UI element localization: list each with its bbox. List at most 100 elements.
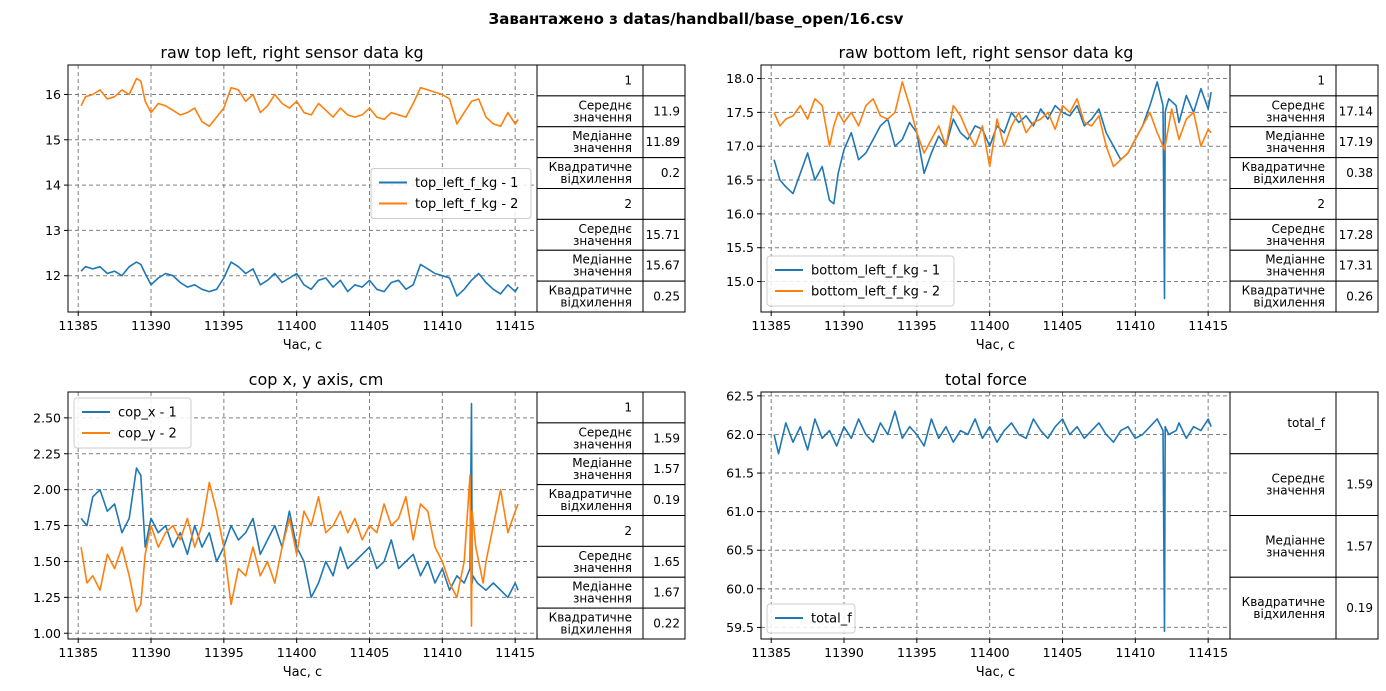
table-row-label: 1: [624, 73, 632, 87]
table-row-label: Медіанне значення: [572, 456, 632, 482]
table-cell: [1335, 218, 1379, 251]
series-line-1: [80, 402, 519, 599]
y-tick-label: 17.0: [726, 139, 754, 154]
legend: top_left_f_kg - 1 top_left_f_kg - 2: [370, 168, 532, 219]
table-cell: [1335, 391, 1379, 455]
table-row-label: Середнє значення: [1266, 472, 1325, 498]
y-tick-label: 1.00: [33, 626, 61, 641]
x-tick-label: 11390: [824, 318, 864, 333]
y-tick-label: 14: [45, 178, 61, 193]
series-line-1: [773, 81, 1212, 300]
series-line-1: [773, 410, 1212, 633]
table-cell: [536, 126, 644, 159]
chart-title: cop x, y axis, cm: [249, 370, 384, 389]
table-row-label: total_f: [1287, 416, 1325, 430]
table-cell: [536, 218, 644, 251]
table-row-value: 0.19: [1346, 601, 1373, 615]
y-tick-label: 60.5: [726, 543, 754, 558]
table-cell: [536, 453, 644, 486]
table-row-label: 2: [1317, 197, 1325, 211]
table-cell: [1229, 188, 1337, 220]
x-tick-label: 11385: [58, 318, 98, 333]
y-tick-label: 15: [45, 132, 61, 147]
series-line-2: [773, 81, 1212, 168]
table-row-value: 17.14: [1339, 104, 1373, 118]
y-tick-label: 61.0: [726, 504, 754, 519]
table-cell: [642, 188, 686, 220]
legend: bottom_left_f_kg - 1 bottom_left_f_kg - 2: [766, 255, 955, 307]
table-row-label: 1: [1317, 73, 1325, 87]
table-cell: [536, 95, 644, 128]
table-cell: [536, 515, 644, 547]
x-tick-label: 11400: [970, 645, 1010, 660]
series-line-2: [80, 474, 519, 627]
table-cell: [1229, 576, 1337, 640]
table-row-label: 2: [624, 197, 632, 211]
table-row-label: Квадратичне відхилення: [549, 611, 632, 637]
x-axis-label: Час, с: [976, 338, 1015, 353]
table-cell: [1335, 188, 1379, 220]
table-cell: [1229, 64, 1337, 97]
table-cell: [642, 484, 686, 516]
table-row-label: Квадратичне відхилення: [549, 487, 632, 513]
chart-title: raw bottom left, right sensor data kg: [839, 43, 1134, 62]
table-cell: [1229, 391, 1337, 455]
table-row-label: Медіанне значення: [1265, 533, 1325, 559]
table-row-label: Квадратичне відхилення: [1242, 160, 1325, 186]
x-tick-label: 11385: [751, 645, 791, 660]
y-tick-label: 62.5: [726, 388, 754, 403]
table-cell: [642, 95, 686, 128]
legend-entry: cop_y - 2: [118, 427, 177, 442]
x-tick-label: 11400: [277, 645, 317, 660]
table-cell: [1335, 126, 1379, 159]
x-tick-label: 11385: [751, 318, 791, 333]
x-tick-label: 11385: [58, 645, 98, 660]
y-tick-label: 16.5: [726, 173, 754, 188]
x-tick-label: 11415: [495, 645, 535, 660]
legend-box: [370, 168, 532, 219]
y-tick-label: 59.5: [726, 620, 754, 635]
table-row-label: Квадратичне відхилення: [1242, 595, 1325, 621]
table-cell: [1229, 218, 1337, 251]
y-tick-label: 1.75: [33, 518, 61, 533]
table-row-label: Середнє значення: [573, 425, 632, 451]
x-tick-label: 11400: [277, 318, 317, 333]
table-cell: [536, 157, 644, 189]
stats-table: total_f Середнє значення 1.59 Медіанне значен…: [1229, 391, 1379, 640]
x-tick-label: 11400: [970, 318, 1010, 333]
table-cell: [642, 249, 686, 282]
x-tick-label: 11395: [204, 645, 244, 660]
table-row-label: Середнє значення: [573, 549, 632, 575]
y-tick-label: 15.0: [726, 274, 754, 289]
table-cell: [536, 64, 644, 97]
stats-table: 1 Середнє значення 17.14 Медіанне значення 17.…: [1229, 64, 1379, 313]
table-cell: [1229, 95, 1337, 128]
x-tick-label: 11395: [897, 645, 937, 660]
y-tick-label: 1.50: [33, 554, 61, 569]
table-row-label: Квадратичне відхилення: [1242, 284, 1325, 310]
chart-panel-3: cop x, y axis, cm 11385 11390 11395 11400 114…: [33, 370, 686, 680]
table-cell: [642, 280, 686, 313]
table-row-value: 1.65: [653, 555, 680, 569]
y-tick-label: 15.5: [726, 240, 754, 255]
table-cell: [1229, 280, 1337, 313]
x-tick-label: 11390: [824, 645, 864, 660]
table-row-label: Середнє значення: [1266, 98, 1325, 124]
table-cell: [536, 576, 644, 609]
table-cell: [642, 64, 686, 97]
y-tick-label: 2.50: [33, 410, 61, 425]
x-axis-label: Час, с: [976, 665, 1015, 680]
chart-panel-2: raw bottom left, right sensor data kg 113…: [726, 43, 1379, 353]
table-cell: [642, 391, 686, 424]
legend-entry: total_f: [811, 612, 852, 627]
table-row-label: Медіанне значення: [572, 253, 632, 279]
table-cell: [1335, 453, 1379, 516]
table-row-label: Медіанне значення: [1265, 253, 1325, 279]
table-cell: [1335, 157, 1379, 189]
series-line-2: [80, 77, 519, 127]
x-tick-label: 11405: [1043, 318, 1083, 333]
x-tick-label: 11410: [422, 645, 462, 660]
table-cell: [642, 607, 686, 640]
x-tick-label: 11390: [131, 645, 171, 660]
table-cell: [1229, 126, 1337, 159]
